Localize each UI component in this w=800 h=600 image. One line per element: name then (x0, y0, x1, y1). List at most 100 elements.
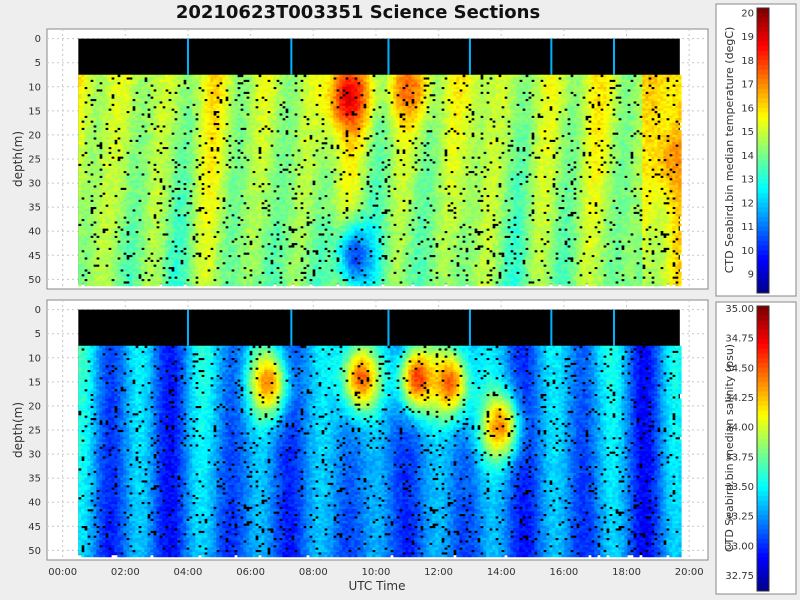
heat-cell (132, 111, 135, 114)
heat-cell (114, 108, 117, 111)
heat-cell (84, 180, 87, 183)
heat-cell (96, 108, 99, 111)
heat-cell (120, 159, 123, 162)
heat-cell (129, 238, 132, 241)
heat-cell (105, 240, 108, 243)
heat-cell (102, 106, 105, 109)
heat-cell (243, 240, 246, 243)
heat-cell (117, 214, 120, 217)
heat-cell (228, 195, 231, 198)
heat-cell (147, 128, 150, 131)
heat-cell (228, 84, 231, 87)
heat-cell (123, 132, 126, 135)
heat-cell (129, 123, 132, 126)
heat-cell (84, 118, 87, 121)
heat-cell (225, 192, 228, 195)
heat-cell (147, 137, 150, 140)
heat-cell (123, 195, 126, 198)
heat-cell (258, 142, 261, 145)
heat-cell (117, 267, 120, 270)
heat-cell (81, 204, 84, 207)
heat-cell (237, 200, 240, 203)
heat-cell (84, 135, 87, 138)
heat-cell (120, 147, 123, 150)
heat-cell (186, 152, 189, 155)
heat-cell (114, 111, 117, 114)
heat-cell (165, 243, 168, 246)
heat-cell (159, 140, 162, 143)
heat-cell (105, 144, 108, 147)
heat-cell (240, 216, 243, 219)
heat-cell (240, 264, 243, 267)
heat-cell (174, 252, 177, 255)
heat-cell (258, 106, 261, 109)
heat-cell (120, 116, 123, 119)
heat-cell (144, 84, 147, 87)
heat-cell (195, 226, 198, 229)
heat-cell (171, 257, 174, 260)
heat-cell (132, 200, 135, 203)
heat-cell (231, 190, 234, 193)
heat-cell (120, 245, 123, 248)
heat-cell (159, 87, 162, 90)
heat-cell (153, 140, 156, 143)
heat-cell (258, 207, 261, 210)
heat-cell (243, 272, 246, 275)
heat-cell (93, 108, 96, 111)
heat-cell (153, 257, 156, 260)
heat-cell (138, 228, 141, 231)
heat-cell (147, 245, 150, 248)
heat-cell (225, 240, 228, 243)
heat-cell (141, 166, 144, 169)
heat-cell (162, 87, 165, 90)
heat-cell (108, 267, 111, 270)
heat-cell (78, 140, 81, 143)
heat-cell (120, 77, 123, 80)
heat-cell (210, 123, 213, 126)
heat-cell (168, 279, 171, 282)
heat-cell (84, 202, 87, 205)
temperature-panel: 05101520253035404550 depth(m) 2019181716… (11, 4, 796, 296)
heat-cell (159, 281, 162, 284)
heat-cell (246, 248, 249, 251)
heat-cell (201, 178, 204, 181)
heat-cell (243, 118, 246, 121)
heat-cell (180, 80, 183, 83)
heat-cell (156, 82, 159, 85)
heat-cell (87, 183, 90, 186)
heat-cell (93, 228, 96, 231)
heat-cell (126, 149, 129, 152)
heat-cell (183, 238, 186, 241)
heat-cell (129, 94, 132, 97)
heat-cell (225, 178, 228, 181)
heat-cell (228, 82, 231, 85)
heat-cell (126, 252, 129, 255)
heat-cell (219, 200, 222, 203)
heat-cell (234, 269, 237, 272)
heat-cell (234, 101, 237, 104)
heat-cell (174, 238, 177, 241)
heat-cell (96, 197, 99, 200)
heat-cell (183, 262, 186, 265)
heat-cell (150, 106, 153, 109)
heat-cell (177, 173, 180, 176)
heat-cell (123, 130, 126, 133)
heat-cell (150, 92, 153, 95)
heat-cell (111, 212, 114, 215)
heat-cell (102, 236, 105, 239)
heat-cell (180, 116, 183, 119)
heat-cell (90, 233, 93, 236)
heat-cell (174, 226, 177, 229)
heat-cell (198, 192, 201, 195)
heat-cell (246, 202, 249, 205)
heat-cell (159, 269, 162, 272)
heat-cell (213, 92, 216, 95)
heat-cell (183, 99, 186, 102)
heat-cell (189, 238, 192, 241)
heat-cell (90, 178, 93, 181)
heat-cell (99, 84, 102, 87)
heat-cell (87, 156, 90, 159)
heat-cell (135, 269, 138, 272)
heat-cell (231, 142, 234, 145)
heat-cell (150, 257, 153, 260)
